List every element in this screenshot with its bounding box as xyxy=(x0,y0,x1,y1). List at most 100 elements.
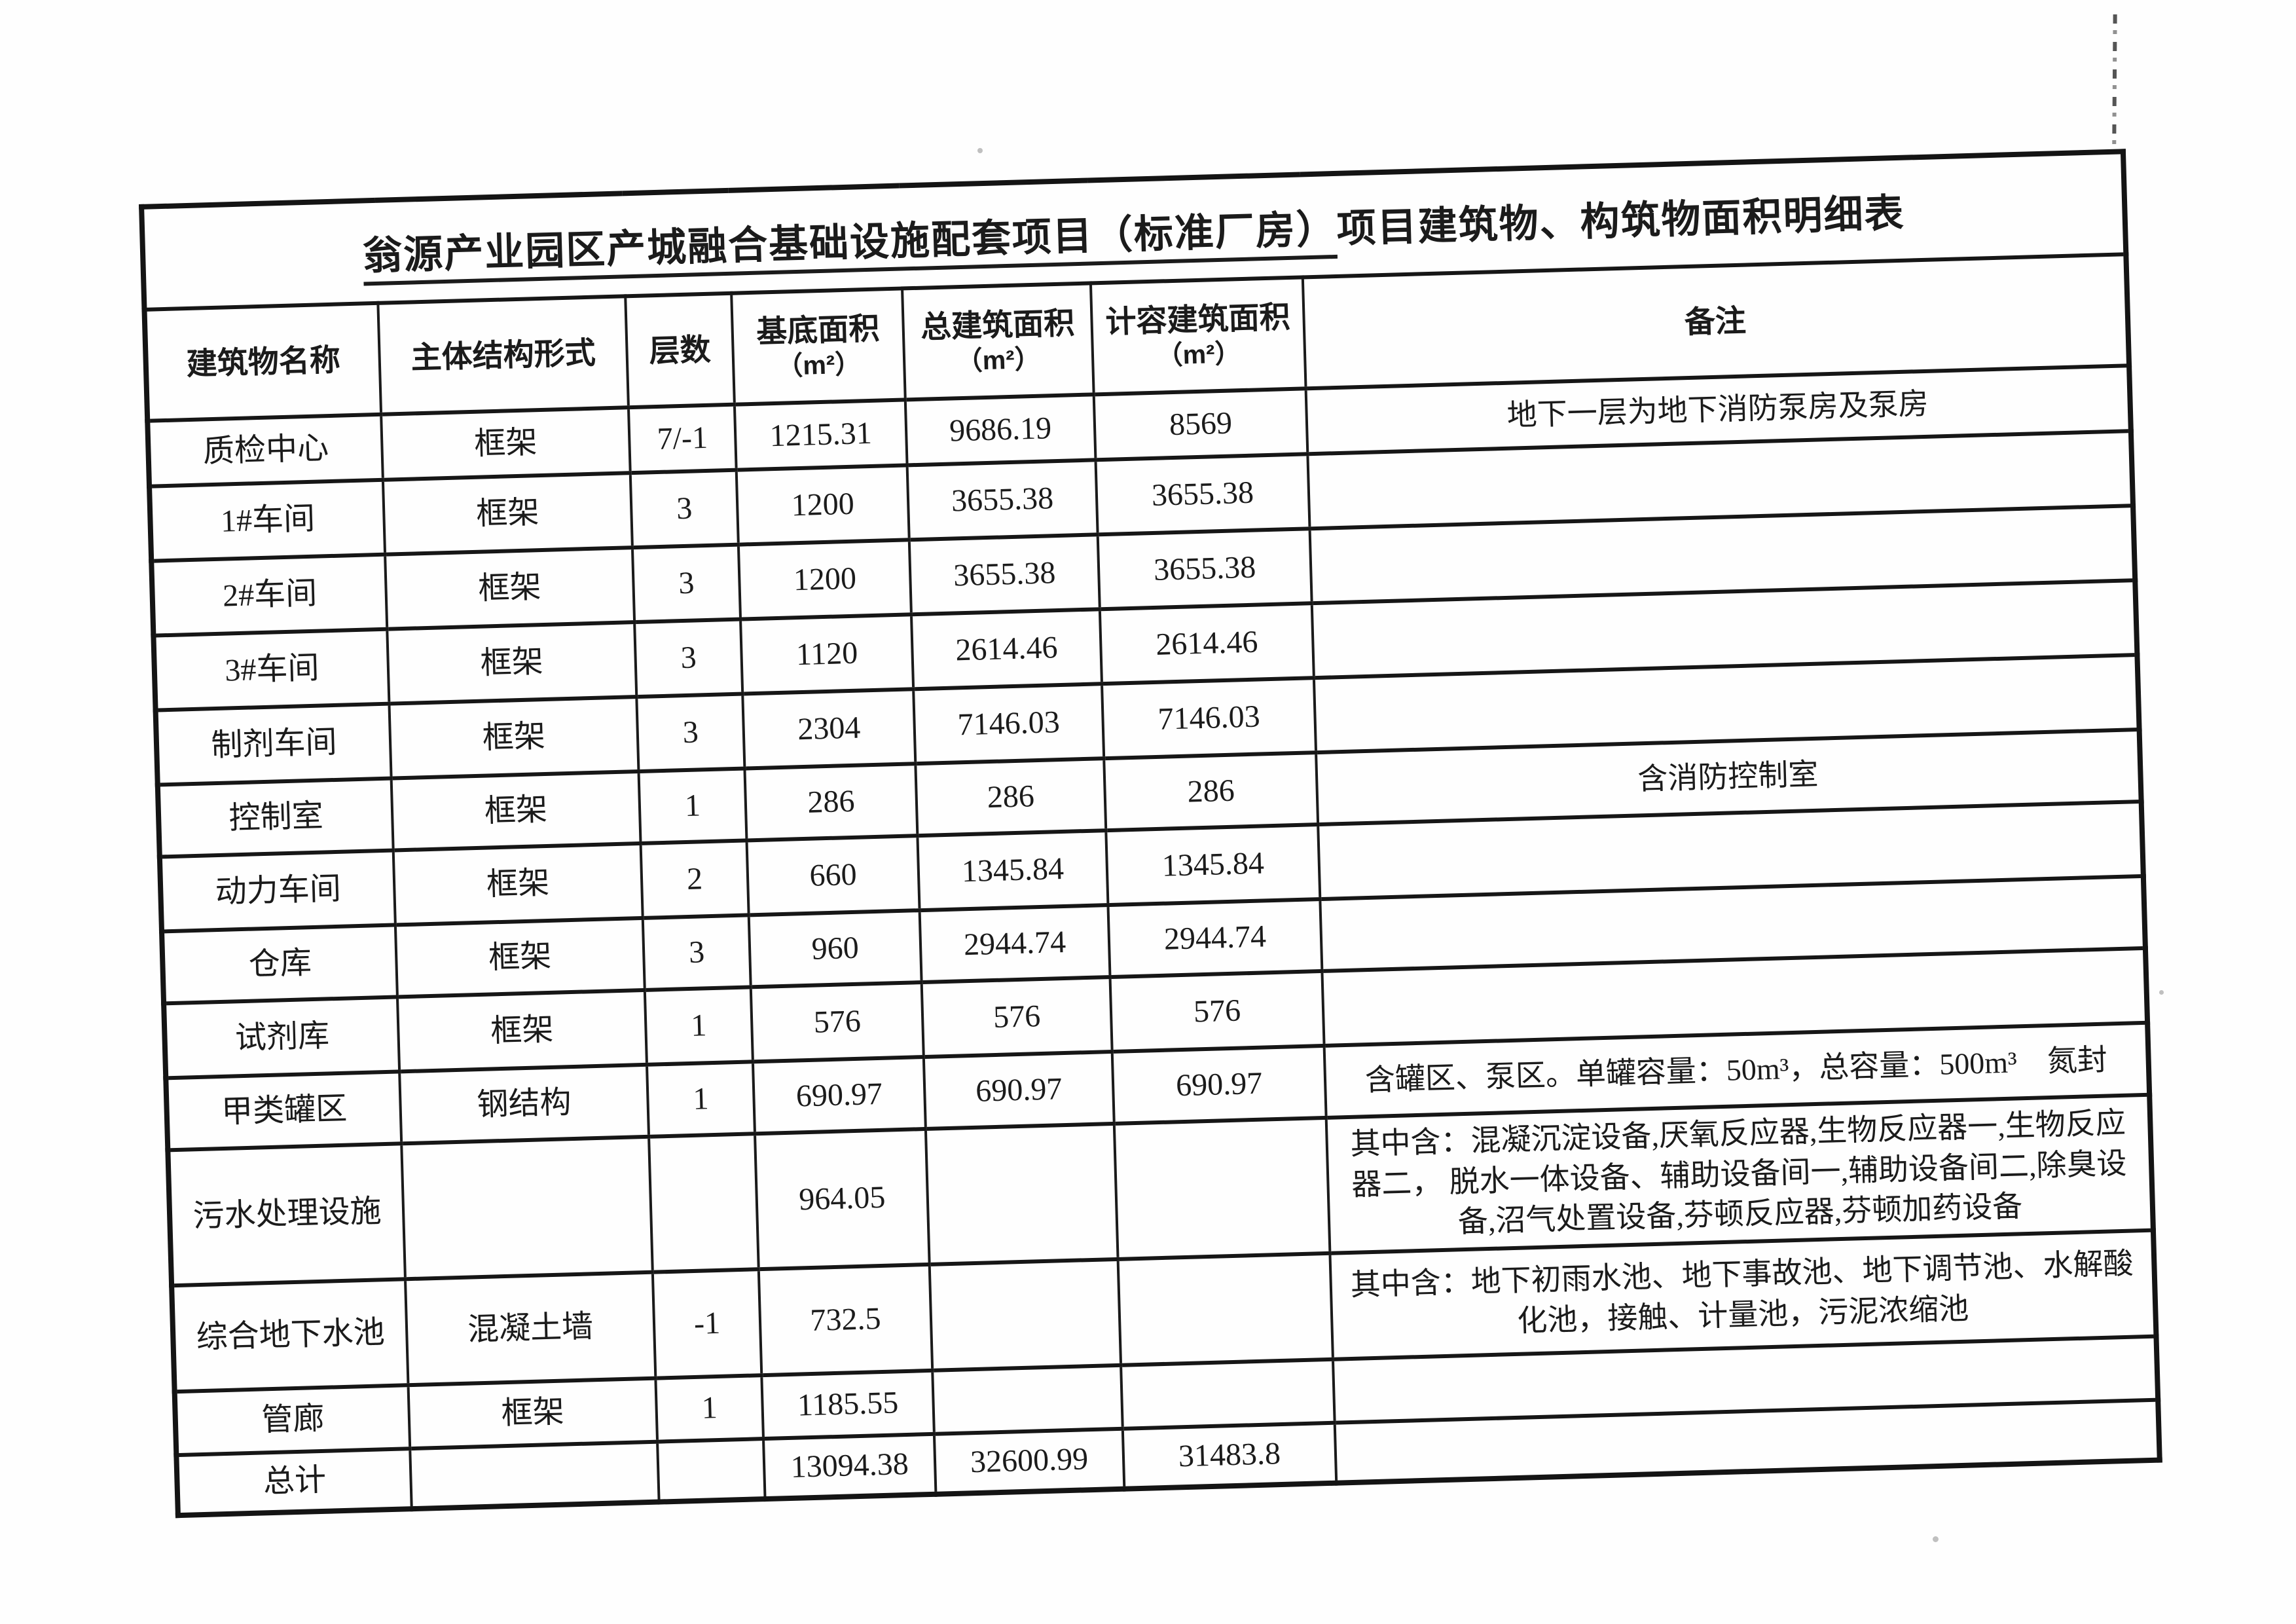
cell-total-area: 7146.03 xyxy=(913,684,1104,764)
cell-building-name: 1#车间 xyxy=(149,479,386,561)
cell-structure: 框架 xyxy=(391,771,641,851)
cell-base-area: 1200 xyxy=(736,465,909,545)
cell-building-name: 试剂库 xyxy=(164,997,400,1079)
cell-base-area: 690.97 xyxy=(752,1057,926,1134)
cell-building-name: 管廊 xyxy=(174,1385,410,1456)
cell-total-area xyxy=(929,1259,1121,1371)
cell-floors xyxy=(649,1134,759,1272)
cell-building-name: 3#车间 xyxy=(153,629,390,710)
table-title-underlined: 翁源产业园区产城融合基础设施配套项目（标准厂房） xyxy=(362,206,1338,286)
cell-building-name: 仓库 xyxy=(162,925,397,1004)
cell-capacity-area: 286 xyxy=(1104,752,1319,831)
cell-total-area: 576 xyxy=(921,977,1112,1058)
cell-base-area: 1185.55 xyxy=(761,1370,934,1439)
cell-total-area: 3655.38 xyxy=(907,460,1098,540)
cell-structure: 框架 xyxy=(385,547,635,629)
cell-capacity-area: 8569 xyxy=(1093,388,1308,460)
cell-base-area: 13094.38 xyxy=(763,1433,936,1499)
col-header-base-area-unit: （m²） xyxy=(776,350,862,381)
cell-base-area: 960 xyxy=(748,910,922,987)
cell-building-name: 动力车间 xyxy=(159,850,395,932)
cell-building-name: 控制室 xyxy=(157,778,393,857)
cell-total-area xyxy=(932,1365,1123,1434)
cell-capacity-area: 31483.8 xyxy=(1122,1422,1337,1489)
cell-capacity-area: 690.97 xyxy=(1112,1045,1326,1124)
cell-floors: 3 xyxy=(634,619,743,697)
cell-total-area: 2614.46 xyxy=(911,609,1102,690)
cell-capacity-area xyxy=(1118,1253,1333,1365)
cell-base-area: 576 xyxy=(750,982,924,1062)
cell-structure: 框架 xyxy=(395,917,645,997)
cell-total-area xyxy=(925,1123,1118,1264)
cell-floors: 2 xyxy=(640,840,749,918)
col-header-structure-type: 主体结构形式 xyxy=(378,296,629,415)
cell-floors: 1 xyxy=(655,1375,764,1442)
cell-base-area: 964.05 xyxy=(754,1128,930,1270)
cell-floors: 1 xyxy=(646,1061,755,1137)
col-header-total-area-unit: （m²） xyxy=(956,344,1042,377)
cell-building-name: 甲类罐区 xyxy=(166,1071,402,1151)
col-header-building-name: 建筑物名称 xyxy=(144,303,382,421)
col-header-base-area: 基底面积 （m²） xyxy=(731,288,905,405)
cell-capacity-area: 576 xyxy=(1110,970,1324,1052)
cell-structure: 钢结构 xyxy=(399,1064,649,1144)
cell-structure: 框架 xyxy=(408,1378,658,1449)
cell-structure: 框架 xyxy=(382,473,632,555)
cell-structure: 框架 xyxy=(397,989,647,1072)
col-header-total-area-label: 总建筑面积 xyxy=(920,305,1075,344)
cell-capacity-area xyxy=(1121,1359,1335,1429)
cell-capacity-area: 2614.46 xyxy=(1099,603,1314,684)
area-table-wrapper: 翁源产业园区产城融合基础设施配套项目（标准厂房）项目建筑物、构筑物面积明细表 建… xyxy=(139,149,2162,1519)
cell-base-area: 732.5 xyxy=(758,1264,933,1376)
cell-base-area: 1215.31 xyxy=(734,399,907,470)
cell-building-name: 2#车间 xyxy=(151,554,388,636)
cell-floors: 1 xyxy=(638,768,747,843)
cell-remark: 其中含：混凝沉淀设备,厌氧反应器,生物反应器一,生物反应器二， 脱水一体设备、辅… xyxy=(1326,1094,2154,1253)
cell-building-name: 制剂车间 xyxy=(155,703,392,785)
cell-base-area: 1200 xyxy=(738,540,911,619)
cell-base-area: 286 xyxy=(744,764,918,841)
cell-total-area: 1345.84 xyxy=(917,830,1108,911)
col-header-capacity-area: 计容建筑面积 （m²） xyxy=(1090,277,1306,395)
cell-floors: -1 xyxy=(652,1269,762,1378)
cell-floors: 3 xyxy=(632,544,741,623)
cell-base-area: 2304 xyxy=(742,689,916,769)
cell-building-name: 质检中心 xyxy=(147,414,383,487)
cell-structure: 框架 xyxy=(381,407,630,480)
cell-total-area: 286 xyxy=(915,758,1106,836)
cell-structure: 框架 xyxy=(387,622,637,704)
cell-total-area: 690.97 xyxy=(923,1051,1114,1129)
cell-building-name: 综合地下水池 xyxy=(172,1279,409,1392)
cell-floors: 7/-1 xyxy=(628,404,737,473)
cell-floors: 1 xyxy=(644,987,753,1065)
cell-floors: 3 xyxy=(630,470,738,548)
cell-floors: 3 xyxy=(636,693,745,772)
cell-base-area: 660 xyxy=(746,836,920,915)
cell-capacity-area: 7146.03 xyxy=(1102,678,1317,759)
cell-structure xyxy=(401,1136,653,1280)
col-header-total-area: 总建筑面积 （m²） xyxy=(902,283,1094,400)
cell-building-name: 污水处理设施 xyxy=(168,1143,405,1286)
cell-capacity-area xyxy=(1114,1117,1330,1259)
cell-structure: 框架 xyxy=(389,697,639,779)
cell-building-name: 总计 xyxy=(176,1449,412,1515)
cell-total-area: 9686.19 xyxy=(905,394,1096,466)
cell-structure xyxy=(410,1441,659,1509)
cell-capacity-area: 3655.38 xyxy=(1095,454,1310,535)
cell-base-area: 1120 xyxy=(740,614,914,694)
scan-speck xyxy=(2159,990,2164,995)
scan-speck xyxy=(977,148,983,153)
cell-capacity-area: 1345.84 xyxy=(1106,824,1321,906)
area-detail-table: 翁源产业园区产城融合基础设施配套项目（标准厂房）项目建筑物、构筑物面积明细表 建… xyxy=(139,149,2162,1519)
col-header-floors: 层数 xyxy=(625,293,735,408)
cell-structure: 框架 xyxy=(393,843,643,925)
col-header-base-area-label: 基底面积 xyxy=(756,310,880,349)
cell-capacity-area: 2944.74 xyxy=(1108,899,1322,978)
col-header-capacity-area-label: 计容建筑面积 xyxy=(1104,299,1291,339)
scan-speck xyxy=(1933,1536,1939,1542)
cell-total-area: 2944.74 xyxy=(919,905,1110,983)
cell-total-area: 32600.99 xyxy=(934,1428,1125,1494)
col-header-capacity-area-unit: （m²） xyxy=(1156,339,1242,371)
cell-floors xyxy=(657,1438,765,1502)
